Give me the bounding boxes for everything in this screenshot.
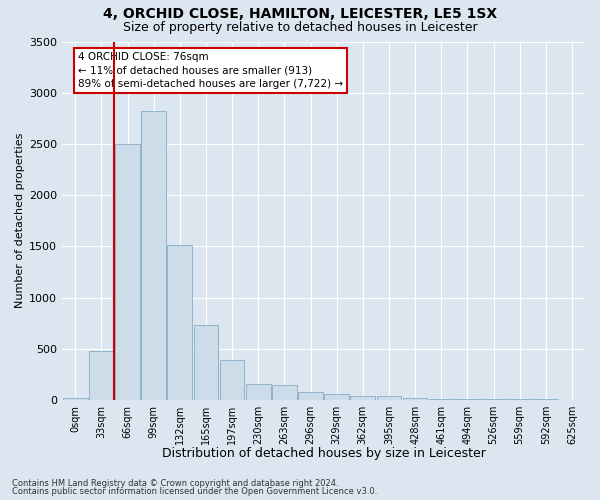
Bar — [246, 384, 271, 400]
Text: 4, ORCHID CLOSE, HAMILTON, LEICESTER, LE5 1SX: 4, ORCHID CLOSE, HAMILTON, LEICESTER, LE… — [103, 8, 497, 22]
Bar — [115, 144, 140, 400]
Bar — [89, 351, 114, 400]
X-axis label: Distribution of detached houses by size in Leicester: Distribution of detached houses by size … — [161, 447, 485, 460]
Bar — [377, 396, 401, 400]
Y-axis label: Number of detached properties: Number of detached properties — [15, 133, 25, 308]
Bar — [298, 392, 323, 400]
Text: Contains HM Land Registry data © Crown copyright and database right 2024.: Contains HM Land Registry data © Crown c… — [12, 478, 338, 488]
Bar — [63, 398, 88, 400]
Text: Size of property relative to detached houses in Leicester: Size of property relative to detached ho… — [122, 21, 478, 34]
Bar — [141, 111, 166, 400]
Bar — [350, 396, 375, 400]
Bar — [220, 360, 244, 400]
Bar — [403, 398, 427, 400]
Bar — [272, 384, 297, 400]
Bar — [324, 394, 349, 400]
Bar — [167, 246, 192, 400]
Bar — [429, 399, 454, 400]
Text: 4 ORCHID CLOSE: 76sqm
← 11% of detached houses are smaller (913)
89% of semi-det: 4 ORCHID CLOSE: 76sqm ← 11% of detached … — [78, 52, 343, 88]
Bar — [194, 324, 218, 400]
Text: Contains public sector information licensed under the Open Government Licence v3: Contains public sector information licen… — [12, 487, 377, 496]
